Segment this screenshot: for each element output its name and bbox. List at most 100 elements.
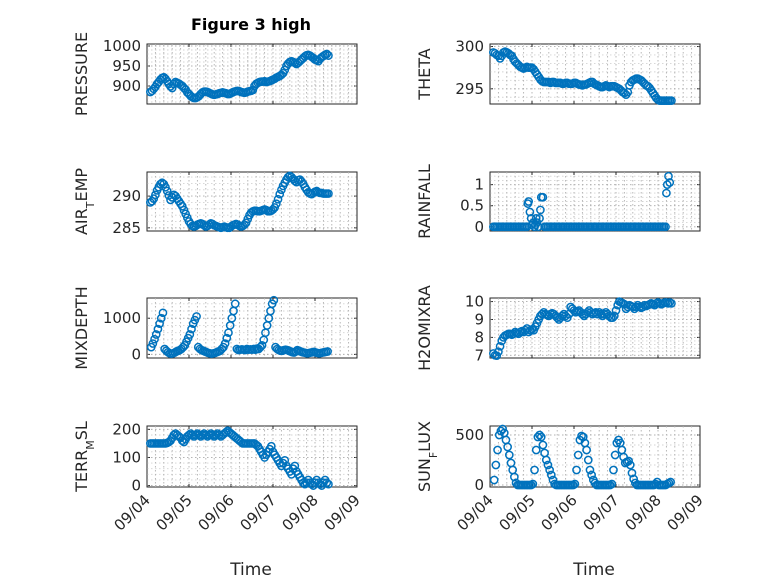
subplot-rainfall-point: [535, 214, 544, 223]
subplot-theta-ylabel: THETA: [415, 48, 434, 100]
subplot-terr-msl-xtick-label: 09/07: [237, 491, 280, 534]
subplot-mixdepth-point: [192, 312, 201, 321]
subplot-pressure-ytick-label: 950: [112, 57, 141, 75]
subplot-h2omixra-point: [495, 342, 505, 351]
subplot-mixdepth-point: [222, 333, 232, 343]
subplot-sun-flux-point: [531, 445, 541, 455]
subplot-rainfall-point: [524, 197, 533, 206]
subplot-air-temp: 285 290 AIRTEMP: [72, 168, 358, 237]
subplot-sun-flux-point: [666, 477, 675, 487]
subplot-rainfall-point: [531, 214, 541, 223]
subplot-rainfall-ylabel: RAINFALL: [415, 164, 434, 239]
subplot-sun-flux-point: [498, 424, 507, 434]
subplot-pressure-point: [324, 51, 333, 60]
subplot-sun-flux-ytick-label: 0: [474, 476, 484, 494]
subplot-rainfall-point: [533, 222, 543, 232]
subplot-terr-msl-xtick-label: 09/09: [321, 491, 364, 534]
subplot-sun-flux-xtick-label: 09/09: [664, 491, 707, 534]
subplot-rainfall-point: [532, 218, 542, 227]
subplot-theta-ytick-label: 300: [455, 38, 484, 56]
subplot-mixdepth: 0 1000 MIXDEPTH: [72, 286, 358, 370]
subplot-sun-flux-xtick-label: 09/05: [496, 491, 539, 534]
subplot-h2omixra-point: [608, 313, 617, 323]
subplot-sun-flux-point: [587, 470, 596, 480]
subplot-sun-flux-ytick-label: 500: [455, 426, 484, 444]
subplot-air-temp-point: [162, 186, 172, 196]
subplot-sun-flux-point: [535, 430, 544, 440]
subplot-sun-flux: 0 500 SUNFLUX 09/0409/0509/0609/0709/0809/0…: [415, 421, 707, 534]
subplot-mixdepth-ytick-label: 0: [131, 345, 141, 363]
subplot-air-temp-ylabel: AIRTEMP: [72, 168, 97, 235]
subplot-mixdepth-point: [256, 342, 265, 352]
subplot-sun-flux-point: [530, 465, 539, 475]
subplot-sun-flux-xtick-label: 09/07: [580, 491, 623, 534]
subplot-sun-flux-point: [627, 468, 637, 478]
subplot-pressure-ylabel: PRESSURE: [72, 32, 91, 116]
subplot-air-temp-point: [272, 199, 281, 209]
subplot-mixdepth-point: [158, 308, 168, 318]
subplot-terr-msl: 0 100 200 TERRMSL 09/0409/0509/0609/0709/080…: [72, 420, 364, 534]
xlabel-right: Time: [572, 560, 615, 580]
subplot-terr-msl-point: [290, 461, 300, 471]
subplot-sun-flux-point: [533, 432, 543, 442]
subplot-sun-flux-point: [624, 456, 633, 466]
subplot-air-temp-point: [151, 190, 160, 200]
subplot-air-temp-point: [283, 172, 293, 182]
subplot-mixdepth-point: [148, 339, 158, 348]
subplot-h2omixra-point: [494, 347, 503, 357]
subplot-mixdepth-point: [220, 339, 230, 348]
xlabel-left: Time: [229, 560, 272, 580]
subplot-air-temp-ytick-label: 290: [112, 187, 141, 205]
subplot-sun-flux-point: [607, 479, 617, 489]
subplot-sun-flux-point: [489, 475, 499, 485]
subplot-terr-msl-ytick-label: 0: [131, 477, 141, 495]
subplot-sun-flux-point: [625, 460, 635, 470]
subplot-sun-flux-xtick-label: 09/08: [622, 491, 665, 534]
subplot-theta: 295 300 THETA: [415, 38, 701, 105]
subplot-rainfall-point: [526, 214, 536, 223]
subplot-sun-flux-point: [572, 465, 581, 475]
subplot-pressure: 900 950 1000 PRESSURE: [72, 32, 358, 116]
subplot-pressure-ytick-label: 1000: [103, 37, 141, 55]
subplot-h2omixra-ytick-label: 7: [474, 346, 484, 364]
subplot-mixdepth-point: [150, 334, 159, 344]
subplot-theta-plot-area: [489, 43, 701, 105]
subplot-mixdepth-point: [151, 330, 161, 339]
subplot-rainfall-point: [662, 180, 672, 189]
subplot-sun-flux-point: [503, 442, 512, 452]
subplot-sun-flux-point: [546, 470, 556, 480]
subplot-pressure-point: [322, 49, 332, 59]
subplot-h2omixra-point: [667, 299, 676, 308]
subplot-h2omixra-point: [599, 309, 609, 319]
subplot-pressure-point: [280, 65, 290, 75]
subplot-theta-ytick-label: 295: [455, 80, 484, 98]
subplot-sun-flux-point: [541, 455, 551, 465]
subplot-mixdepth-point: [257, 340, 267, 350]
subplot-h2omixra-point: [492, 351, 502, 361]
subplot-mixdepth-ytick-label: 1000: [103, 309, 141, 327]
subplot-terr-msl-point: [322, 478, 332, 488]
subplot-h2omixra-ylabel: H2OMIXRA: [415, 285, 434, 371]
subplot-terr-msl-point: [266, 441, 276, 451]
subplot-terr-msl-xtick-label: 09/06: [195, 491, 238, 534]
subplot-rainfall-point: [662, 188, 671, 198]
subplot-h2omixra-point: [578, 309, 587, 319]
subplot-theta-point: [667, 96, 676, 105]
subplot-h2omixra-ytick-label: 9: [474, 310, 484, 328]
subplot-mixdepth-point: [156, 313, 166, 323]
subplot-pressure-point: [290, 58, 300, 68]
subplot-sun-flux-point: [578, 432, 588, 442]
subplot-sun-flux-point: [491, 460, 501, 470]
subplot-sun-flux-point: [570, 479, 580, 489]
subplot-pressure-ytick-label: 900: [112, 77, 141, 95]
subplot-rainfall-point: [665, 178, 675, 187]
subplot-sun-flux-point: [609, 465, 618, 475]
subplot-sun-flux-xtick-label: 09/06: [538, 491, 581, 534]
subplot-h2omixra-point: [591, 307, 601, 317]
subplot-rainfall: 0 0.5 1 RAINFALL: [415, 164, 701, 239]
subplot-rainfall-point: [536, 205, 545, 215]
subplot-h2omixra-point: [609, 311, 619, 321]
subplot-sun-flux-point: [583, 455, 593, 465]
